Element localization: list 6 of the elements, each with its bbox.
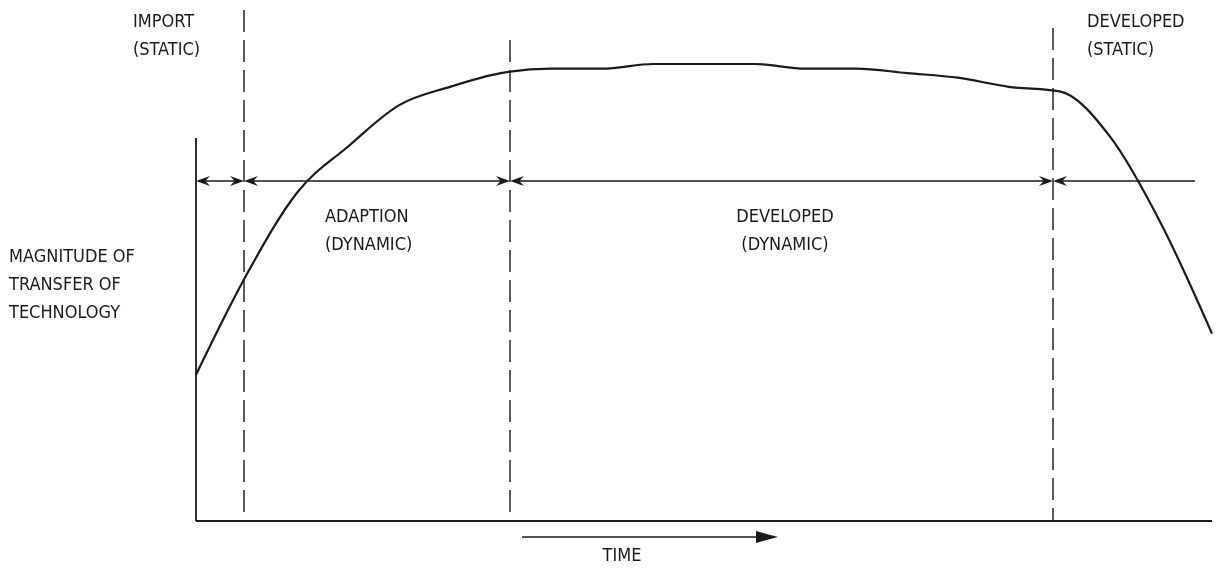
text: DEVELOPED (STATIC) (1087, 10, 1185, 59)
y-axis-title: MAGNITUDE OF TRANSFER OF TECHNOLOGY (8, 245, 135, 322)
x-axis-title: TIME (601, 544, 642, 565)
annotation: DEVELOPED (DYNAMIC) (736, 205, 834, 254)
text: IMPORT (STATIC) (133, 10, 201, 59)
annotation: ADAPTION (DYNAMIC) (325, 205, 413, 254)
